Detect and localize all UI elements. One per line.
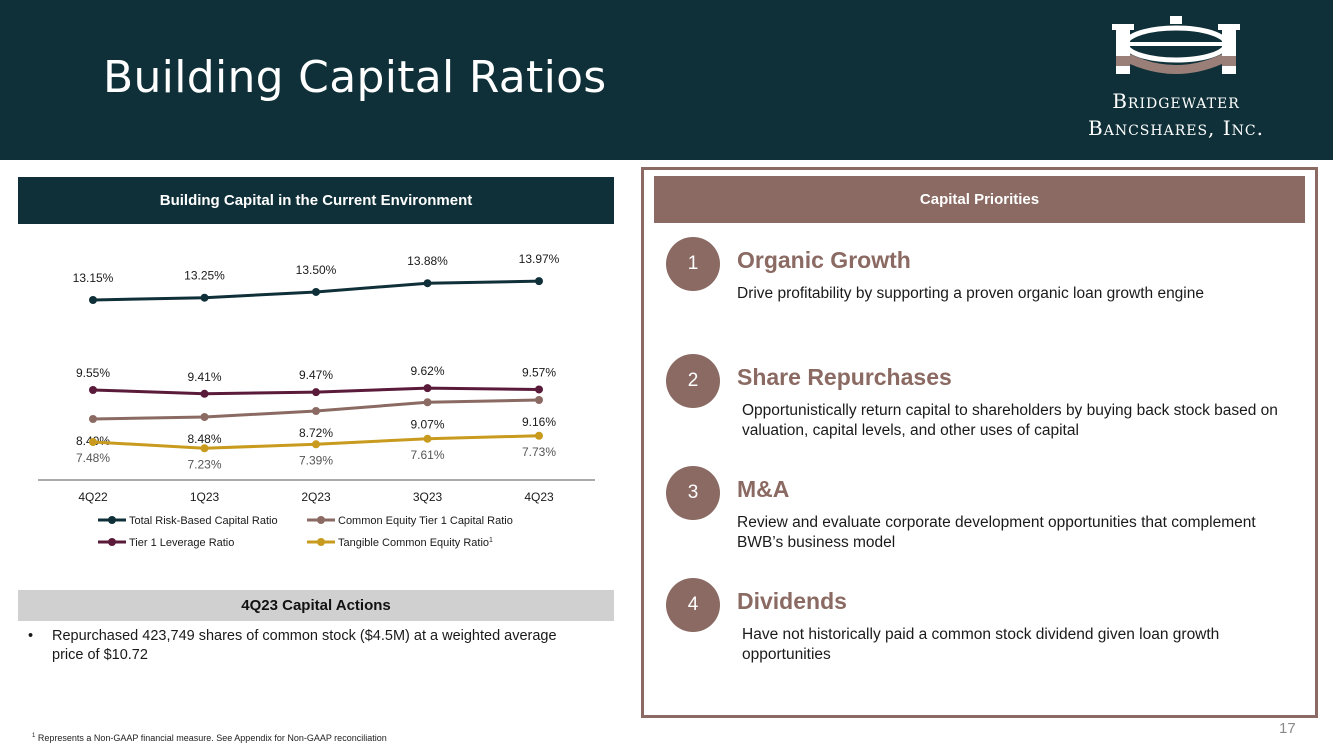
data-label: 7.23%	[187, 457, 221, 471]
bullet-icon: •	[28, 628, 34, 644]
data-point	[423, 384, 432, 393]
data-point	[89, 296, 97, 304]
footnote-mark: 1	[32, 733, 36, 739]
data-label: 13.25%	[184, 269, 225, 283]
slide-header: Building Capital Ratios Bridgewater Banc…	[0, 0, 1333, 160]
priority-number-badge: 4	[666, 578, 720, 632]
data-point	[312, 407, 320, 415]
data-label: 7.39%	[299, 453, 333, 467]
data-label: 9.16%	[522, 415, 556, 429]
legend-label: Total Risk-Based Capital Ratio	[129, 515, 278, 527]
logo-name-line1: Bridgewater	[1112, 89, 1240, 113]
priority-description: Drive profitability by supporting a prov…	[737, 285, 1204, 302]
data-label: 9.47%	[299, 368, 333, 382]
footnote: 1 Represents a Non-GAAP financial measur…	[32, 733, 387, 743]
x-tick-label: 2Q23	[301, 490, 331, 504]
data-label: 13.15%	[73, 271, 114, 285]
x-tick-label: 4Q23	[524, 490, 554, 504]
data-point	[89, 415, 97, 423]
action-text: Repurchased 423,749 shares of common sto…	[52, 628, 557, 663]
priority-number-badge: 2	[666, 354, 720, 408]
legend-swatch-dot	[317, 538, 325, 546]
company-logo: Bridgewater Bancshares, Inc.	[1058, 14, 1294, 144]
data-label: 13.88%	[407, 254, 448, 268]
data-label: 7.61%	[410, 448, 444, 462]
priority-title: Share Repurchases	[737, 364, 952, 390]
x-tick-label: 1Q23	[190, 490, 220, 504]
chart-section-title: Building Capital in the Current Environm…	[18, 177, 614, 224]
data-point	[423, 398, 432, 407]
legend-superscript: 1	[489, 537, 493, 544]
priority-description: Review and evaluate corporate developmen…	[737, 514, 1256, 552]
bridge-logo-icon	[1112, 16, 1240, 74]
data-label: 9.07%	[410, 417, 444, 431]
priorities-title: Capital Priorities	[654, 176, 1305, 223]
legend-swatch-dot	[108, 538, 116, 546]
data-point	[535, 277, 543, 286]
legend-label: Common Equity Tier 1 Capital Ratio	[338, 515, 513, 527]
data-label: 8.72%	[299, 426, 333, 440]
data-label: 7.48%	[76, 451, 110, 465]
data-point	[89, 438, 97, 446]
data-label: 9.55%	[76, 366, 110, 380]
data-point	[312, 388, 320, 397]
data-point	[312, 287, 320, 296]
data-point	[535, 385, 543, 394]
data-label: 13.97%	[519, 252, 560, 266]
capital-priorities-panel	[641, 167, 1318, 718]
line-chart-svg: 4Q22 1Q23 2Q23 3Q23 4Q23 13.15% 13.25% 13.50% 13…	[38, 252, 595, 549]
actions-section-title: 4Q23 Capital Actions	[18, 590, 614, 621]
legend-swatch-dot	[108, 516, 116, 524]
legend-label: Tangible Common Equity Ratio1	[338, 537, 493, 549]
priority-number-badge: 3	[666, 466, 720, 520]
data-point	[312, 440, 320, 449]
data-point	[200, 293, 209, 302]
data-point	[89, 386, 97, 394]
capital-ratios-chart: 4Q22 1Q23 2Q23 3Q23 4Q23 13.15% 13.25% 13.50% 13…	[18, 228, 614, 568]
data-point	[200, 413, 209, 421]
data-point	[200, 444, 209, 453]
data-label: 9.41%	[187, 370, 221, 384]
data-label: 9.57%	[522, 365, 556, 379]
priority-title: M&A	[737, 476, 790, 502]
legend-swatch-dot	[317, 516, 325, 524]
data-label: 7.73%	[522, 445, 556, 459]
data-label: 8.48%	[187, 432, 221, 446]
slide-title: Building Capital Ratios	[103, 52, 607, 103]
data-point	[535, 396, 543, 404]
data-label: 13.50%	[296, 263, 337, 277]
data-point	[423, 434, 432, 443]
data-point	[535, 431, 543, 440]
x-tick-label: 4Q22	[78, 490, 108, 504]
logo-name-line2: Bancshares, Inc.	[1088, 116, 1264, 140]
priority-title: Dividends	[737, 588, 847, 614]
priority-description: Have not historically paid a common stoc…	[742, 626, 1220, 664]
action-bullet: • Repurchased 423,749 shares of common s…	[28, 627, 588, 665]
priority-number-badge: 1	[666, 237, 720, 291]
legend-label: Tier 1 Leverage Ratio	[129, 537, 234, 549]
priority-title: Organic Growth	[737, 247, 911, 273]
data-label: 9.62%	[410, 364, 444, 378]
x-tick-label: 3Q23	[413, 490, 443, 504]
data-point	[200, 389, 209, 398]
footnote-text: Represents a Non-GAAP financial measure.…	[37, 733, 387, 743]
data-point	[423, 279, 432, 288]
page-number: 17	[1279, 720, 1296, 737]
priority-description: Opportunistically return capital to shar…	[742, 402, 1278, 440]
